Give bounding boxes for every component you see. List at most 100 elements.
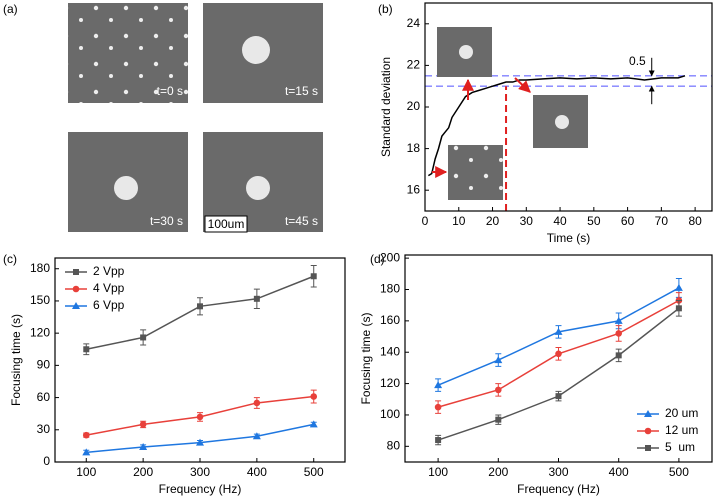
y-tick-label: 100 bbox=[380, 407, 400, 421]
marker bbox=[674, 283, 683, 291]
x-tick-label: 80 bbox=[688, 214, 702, 228]
y-tick-label: 60 bbox=[37, 390, 51, 404]
marker bbox=[82, 431, 90, 439]
marker bbox=[495, 386, 502, 394]
legend-marker bbox=[644, 410, 652, 417]
panel-label: (b) bbox=[378, 2, 393, 16]
y-tick-label: 160 bbox=[380, 313, 400, 327]
marker bbox=[196, 438, 204, 446]
marker bbox=[309, 420, 318, 428]
y-tick-label: 22 bbox=[407, 58, 421, 72]
marker bbox=[615, 352, 622, 359]
cluster bbox=[246, 176, 270, 200]
y-tick-label: 90 bbox=[37, 358, 51, 372]
y-tick-label: 120 bbox=[380, 376, 400, 390]
y-tick-label: 20 bbox=[407, 99, 421, 113]
arrow bbox=[514, 77, 531, 93]
caption: t=0 s bbox=[157, 84, 183, 98]
particles bbox=[68, 3, 188, 103]
y-axis-label: Focusing time (s) bbox=[359, 312, 373, 404]
x-tick-label: 70 bbox=[655, 214, 669, 228]
marker bbox=[139, 421, 147, 428]
panel-label: (c) bbox=[3, 252, 17, 266]
marker bbox=[495, 416, 502, 423]
plot-frame bbox=[404, 254, 713, 463]
y-tick-label: 140 bbox=[380, 344, 400, 358]
marker bbox=[615, 330, 622, 337]
caption: t=45 s bbox=[285, 214, 318, 228]
marker bbox=[140, 334, 147, 341]
cluster bbox=[459, 45, 473, 59]
caption: t=15 s bbox=[285, 84, 318, 98]
marker bbox=[253, 399, 261, 407]
x-tick-label: 100 bbox=[428, 465, 448, 479]
x-tick-label: 500 bbox=[669, 465, 689, 479]
x-tick-label: 400 bbox=[609, 465, 629, 479]
y-tick-label: 80 bbox=[387, 438, 401, 452]
x-axis-label: Frequency (Hz) bbox=[517, 482, 600, 496]
y-tick-label: 18 bbox=[407, 141, 421, 155]
marker bbox=[252, 432, 261, 440]
y-tick-label: 150 bbox=[30, 293, 50, 307]
marker bbox=[310, 393, 318, 400]
annotation: 0.5 bbox=[629, 54, 646, 68]
marker bbox=[435, 437, 442, 444]
marker bbox=[434, 403, 442, 411]
scale-bar-label: 100um bbox=[208, 217, 245, 231]
y-axis-label: Standard deviation bbox=[379, 57, 393, 157]
x-tick-label: 500 bbox=[304, 465, 324, 479]
marker bbox=[139, 442, 148, 450]
legend-label: 6 Vpp bbox=[93, 298, 125, 312]
insets bbox=[432, 27, 588, 200]
x-tick-label: 200 bbox=[488, 465, 508, 479]
y-tick-label: 16 bbox=[407, 182, 421, 196]
marker bbox=[675, 305, 682, 312]
legend-marker bbox=[72, 285, 80, 293]
legend-label: 5 um bbox=[665, 440, 695, 454]
y-tick-label: 120 bbox=[30, 325, 50, 339]
x-axis-label: Time (s) bbox=[547, 231, 591, 245]
x-tick-label: 400 bbox=[247, 465, 267, 479]
y-tick-label: 30 bbox=[37, 422, 51, 436]
x-tick-label: 300 bbox=[190, 465, 210, 479]
x-tick-label: 30 bbox=[520, 214, 534, 228]
x-tick-label: 200 bbox=[133, 465, 153, 479]
x-tick-label: 10 bbox=[452, 214, 466, 228]
legend-marker bbox=[73, 269, 79, 275]
marker bbox=[197, 303, 203, 310]
marker bbox=[555, 350, 562, 358]
y-axis-label: Focusing time (s) bbox=[9, 314, 23, 406]
y-tick-label: 180 bbox=[380, 282, 400, 296]
y-tick-label: 24 bbox=[407, 16, 421, 30]
legend-marker bbox=[645, 445, 651, 451]
cluster bbox=[114, 176, 138, 200]
x-tick-label: 0 bbox=[422, 214, 429, 228]
cluster bbox=[242, 36, 270, 64]
marker bbox=[83, 346, 90, 353]
legend-marker bbox=[644, 427, 652, 435]
marker bbox=[253, 295, 260, 302]
plot-frame bbox=[54, 257, 346, 463]
legend-label: 20 um bbox=[665, 406, 698, 420]
series-line bbox=[427, 75, 686, 177]
scale-bar bbox=[204, 215, 248, 233]
x-tick-label: 50 bbox=[587, 214, 601, 228]
y-tick-label: 180 bbox=[30, 261, 50, 275]
marker bbox=[310, 273, 317, 280]
panel-label: (a) bbox=[3, 2, 18, 16]
legend-label: 12 um bbox=[665, 423, 698, 437]
x-axis-label: Frequency (Hz) bbox=[159, 482, 242, 496]
marker bbox=[434, 381, 443, 389]
x-tick-label: 60 bbox=[621, 214, 635, 228]
legend-label: 4 Vpp bbox=[93, 281, 125, 295]
legend-label: 2 Vpp bbox=[93, 264, 125, 278]
cluster bbox=[555, 115, 569, 129]
y-tick-label: 200 bbox=[380, 250, 400, 264]
x-tick-label: 100 bbox=[76, 465, 96, 479]
x-tick-label: 300 bbox=[548, 465, 568, 479]
particles bbox=[448, 145, 503, 200]
x-tick-label: 20 bbox=[486, 214, 500, 228]
marker bbox=[554, 327, 563, 335]
x-tick-label: 40 bbox=[553, 214, 567, 228]
